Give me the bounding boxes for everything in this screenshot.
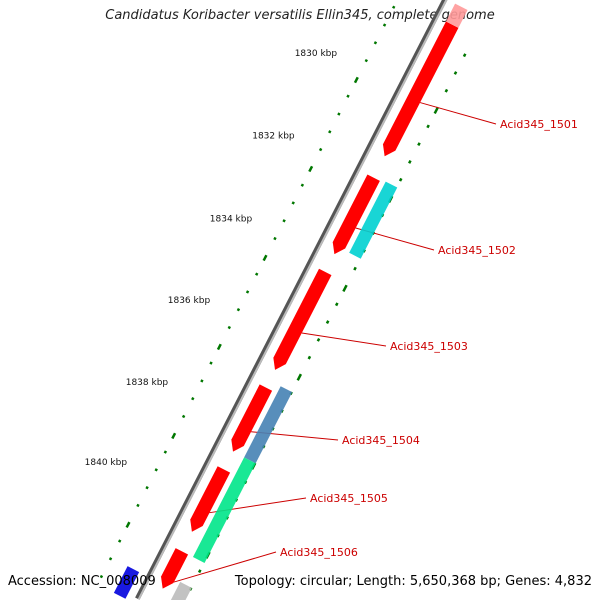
gene-arrow-acid345-1505[interactable]	[190, 466, 231, 532]
gene-arrow-acid345-1503[interactable]	[273, 268, 332, 370]
inner-track-dash	[154, 468, 158, 472]
gene-leader-line	[173, 551, 277, 583]
inner-track-dash	[136, 503, 140, 508]
gene-label[interactable]: Acid345_1506	[280, 546, 358, 559]
inner-track-dash	[373, 41, 378, 45]
inner-track-dash	[337, 112, 341, 116]
inner-track-dash	[245, 290, 250, 294]
inner-track-dash	[163, 450, 168, 454]
genome-backbone-highlight	[137, 0, 448, 600]
tick-label: 1838 kbp	[126, 378, 169, 388]
inner-track-dash	[145, 485, 149, 490]
inner-track-dash	[291, 201, 295, 205]
cog-bar[interactable]	[244, 386, 293, 464]
inner-track-dash	[227, 325, 231, 330]
gene-label[interactable]: Acid345_1505	[310, 492, 388, 505]
inner-track-dash	[364, 58, 368, 63]
outer-track-dash	[197, 569, 202, 574]
gene-arrow-acid345-1506[interactable]	[161, 548, 189, 589]
outer-track-dash	[325, 320, 330, 324]
accession-label: Accession: NC_008009	[8, 574, 156, 589]
inner-track-dash	[125, 521, 131, 529]
inner-track-dash	[216, 343, 222, 351]
inner-track-dash	[255, 272, 259, 276]
inner-track-dash	[118, 539, 122, 543]
cog-bar[interactable]	[349, 181, 398, 259]
inner-track-dash	[392, 5, 396, 9]
inner-track-dash	[300, 183, 305, 187]
inner-track-dash	[318, 147, 323, 152]
tick-label: 1832 kbp	[252, 132, 295, 142]
inner-track-dash	[181, 414, 186, 419]
inner-track-dash	[282, 219, 286, 223]
inner-track-dash	[353, 76, 359, 84]
outer-track-dash	[433, 106, 440, 115]
inner-track-dash	[171, 432, 177, 440]
outer-track-dash	[307, 355, 312, 360]
gene-label[interactable]: Acid345_1502	[438, 244, 516, 257]
gene-label[interactable]: Acid345_1501	[500, 118, 578, 131]
inner-track-dash	[99, 574, 104, 579]
tick-label: 1830 kbp	[295, 49, 338, 59]
outer-track-dash	[462, 53, 467, 58]
outer-track-dash	[334, 302, 339, 307]
genome-title: Candidatus Koribacter versatilis Ellin34…	[105, 8, 495, 23]
tick-label: 1840 kbp	[85, 458, 128, 468]
tick-label: 1836 kbp	[168, 296, 211, 306]
tick-label: 1834 kbp	[210, 214, 253, 224]
inner-track-dash	[328, 130, 332, 134]
cog-bar[interactable]	[166, 581, 192, 600]
outer-track-dash	[417, 142, 421, 147]
gene-label[interactable]: Acid345_1504	[342, 434, 420, 447]
outer-track-dash	[353, 266, 357, 271]
inner-track-dash	[236, 308, 241, 312]
inner-track-dash	[346, 94, 350, 98]
outer-track-dash	[316, 337, 321, 342]
outer-track-dash	[296, 373, 303, 381]
inner-track-dash	[108, 557, 113, 561]
gene-label[interactable]: Acid345_1503	[390, 340, 468, 353]
gene-arrow-partial[interactable]	[445, 3, 468, 28]
gene-arrow-acid345-1504[interactable]	[231, 384, 273, 452]
inner-track-dash	[262, 254, 268, 262]
outer-track-dash	[398, 177, 403, 182]
outer-track-dash	[342, 284, 348, 292]
genome-backbone	[135, 0, 448, 600]
outer-track-dash	[426, 124, 430, 129]
inner-track-dash	[191, 397, 195, 401]
topology-summary: Topology: circular; Length: 5,650,368 bp…	[234, 574, 592, 589]
cog-bar[interactable]	[192, 457, 256, 563]
cog-bar[interactable]	[113, 566, 140, 599]
outer-track-dash	[408, 160, 412, 164]
gene-arrow-acid345-1502[interactable]	[332, 174, 380, 255]
outer-track-dash	[453, 71, 458, 75]
outer-track-dash	[444, 88, 449, 93]
gene-arrow-acid345-1501[interactable]	[382, 21, 459, 157]
inner-track-dash	[382, 23, 387, 27]
inner-track-dash	[308, 165, 314, 173]
gene-leader-line	[419, 102, 497, 125]
gene-leader-line	[301, 332, 387, 347]
inner-track-dash	[209, 361, 213, 365]
inner-track-dash	[273, 236, 277, 241]
inner-track-dash	[200, 379, 204, 383]
